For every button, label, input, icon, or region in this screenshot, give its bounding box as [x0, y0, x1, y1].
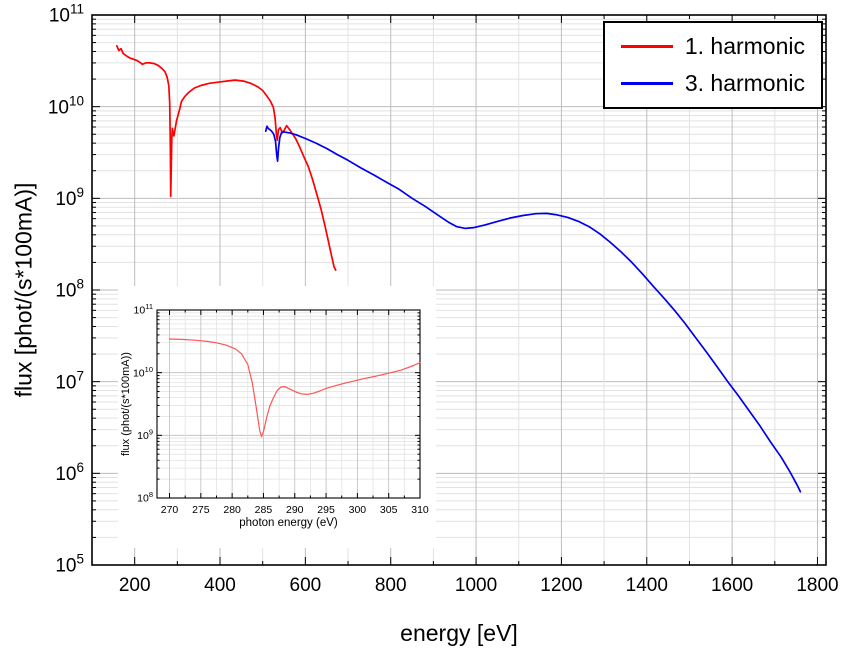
svg-text:1010: 1010 [133, 365, 153, 380]
inset-x-axis-label: photon energy (eV) [239, 517, 338, 529]
svg-text:1800: 1800 [796, 575, 838, 596]
svg-text:108: 108 [137, 490, 153, 505]
svg-text:300: 300 [349, 504, 367, 516]
legend-label-3rd-harmonic: 3. harmonic [684, 69, 805, 96]
y-axis-label: flux [phot/(s*100mA)] [10, 182, 37, 398]
svg-text:285: 285 [255, 504, 273, 516]
svg-text:107: 107 [55, 368, 84, 393]
svg-text:1011: 1011 [49, 2, 84, 27]
svg-text:109: 109 [137, 428, 153, 443]
legend-item-3rd-harmonic: 3. harmonic [620, 69, 805, 98]
svg-text:1600: 1600 [711, 575, 753, 596]
inset-y-axis-label: flux (phot/(s*100mA)) [120, 352, 132, 456]
svg-text:280: 280 [223, 504, 241, 516]
svg-text:108: 108 [55, 277, 84, 302]
svg-text:109: 109 [55, 185, 84, 210]
svg-text:105: 105 [55, 552, 84, 577]
svg-text:290: 290 [286, 504, 304, 516]
svg-text:305: 305 [380, 504, 398, 516]
svg-text:270: 270 [161, 504, 179, 516]
svg-text:600: 600 [290, 575, 322, 596]
svg-text:800: 800 [375, 575, 407, 596]
legend-label-1st-harmonic: 1. harmonic [684, 33, 805, 59]
3rd-harmonic-line-swatch [620, 81, 673, 85]
svg-text:1400: 1400 [626, 575, 668, 596]
inset-plot: 108 109 1010 1011 270 275 280 285 290 295 300 305 31… [133, 302, 429, 516]
svg-text:295: 295 [317, 504, 335, 516]
svg-text:1000: 1000 [455, 575, 497, 596]
x-axis-label: energy [eV] [400, 620, 518, 646]
1st-harmonic-line-swatch [620, 45, 673, 49]
svg-text:1011: 1011 [134, 302, 153, 317]
svg-text:400: 400 [204, 575, 236, 596]
svg-text:310: 310 [411, 504, 429, 516]
inset-chart: 108 109 1010 1011 270 275 280 285 290 295 300 305 31… [118, 286, 436, 548]
legend: 1. harmonic 3. harmonic [602, 21, 823, 110]
svg-text:1010: 1010 [48, 93, 84, 118]
svg-text:106: 106 [55, 460, 84, 485]
svg-text:1200: 1200 [540, 575, 582, 596]
svg-text:200: 200 [119, 575, 151, 596]
svg-text:275: 275 [192, 504, 210, 516]
legend-item-1st-harmonic: 1. harmonic [620, 33, 805, 61]
